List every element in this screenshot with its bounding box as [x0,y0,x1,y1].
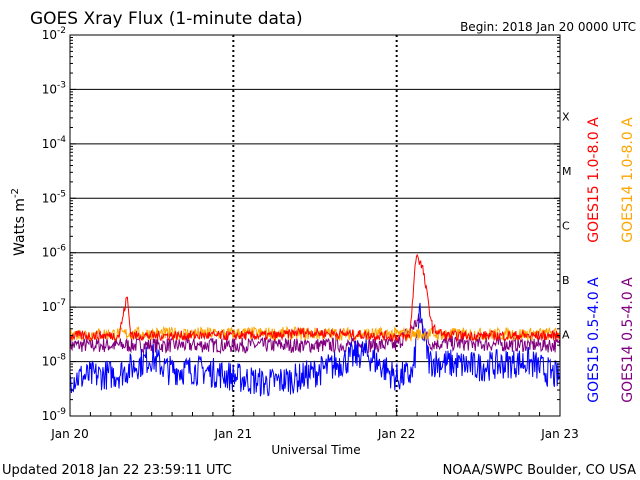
plot-grid [70,35,560,416]
y-tick-label-exponent: -3 [57,80,66,90]
y-tick-label-exponent: -5 [57,189,66,199]
x-tick-label: Jan 20 [50,427,89,441]
y-tick-label-exponent: -7 [57,298,66,308]
y-tick-label: 10-2 [42,26,66,42]
y-tick-label: 10-6 [42,244,67,260]
x-tick-label: Jan 22 [377,427,416,441]
y-tick-label-exponent: -8 [57,353,66,363]
y-tick-label: 10-3 [42,80,66,96]
begin-date: Begin: 2018 Jan 20 0000 UTC [460,20,636,34]
y-tick-label-base: 10 [42,409,57,423]
legend-entry: GOES15 1.0-8.0 A [586,117,602,243]
y-tick-label-exponent: -2 [57,26,66,36]
y-tick-label-base: 10 [42,355,57,369]
flare-class-labels: A B C M X [562,111,572,342]
y-tick-label: 10-9 [42,407,67,423]
y-axis-ticks: 10-910-810-710-610-510-410-310-2 [42,26,560,423]
legend: GOES15 1.0-8.0 A GOES14 1.0-8.0 A GOES15 0… [586,117,636,403]
series-line [69,313,561,355]
y-tick-label-base: 10 [42,191,57,205]
flare-class-label: M [562,165,572,178]
x-tick-label: Jan 21 [214,427,253,441]
legend-entry: GOES15 0.5-4.0 A [586,277,602,403]
y-axis-label: Watts m-2 [10,188,28,256]
y-tick-label: 10-5 [42,189,66,205]
flare-class-label: A [562,328,570,341]
y-tick-label: 10-4 [42,135,67,151]
legend-entry: GOES14 0.5-4.0 A [620,277,636,403]
y-tick-label: 10-7 [42,298,66,314]
data-series [69,253,561,397]
x-tick-label: Jan 23 [540,427,579,441]
y-tick-label-base: 10 [42,246,57,260]
y-tick-label-exponent: -9 [57,407,66,417]
chart-title: GOES Xray Flux (1-minute data) [30,9,303,29]
flare-class-label: B [562,274,570,287]
y-tick-label-base: 10 [42,300,57,314]
y-tick-label-exponent: -4 [57,135,66,145]
x-axis-label: Universal Time [271,443,360,457]
credit-text: NOAA/SWPC Boulder, CO USA [443,463,636,478]
flare-class-label: C [562,220,570,233]
series-line [69,325,561,343]
series-line [69,253,561,343]
x-axis-ticks: Jan 20 Jan 21 Jan 22 Jan 23 [50,408,579,441]
updated-timestamp: Updated 2018 Jan 22 23:59:11 UTC [2,463,232,478]
y-tick-label: 10-8 [42,353,67,369]
y-tick-label-exponent: -6 [57,244,66,254]
flare-class-label: X [562,111,570,124]
y-tick-label-base: 10 [42,137,57,151]
y-tick-label-base: 10 [42,28,57,42]
series-line [69,302,561,397]
y-tick-label-base: 10 [42,82,57,96]
legend-entry: GOES14 1.0-8.0 A [620,117,636,243]
